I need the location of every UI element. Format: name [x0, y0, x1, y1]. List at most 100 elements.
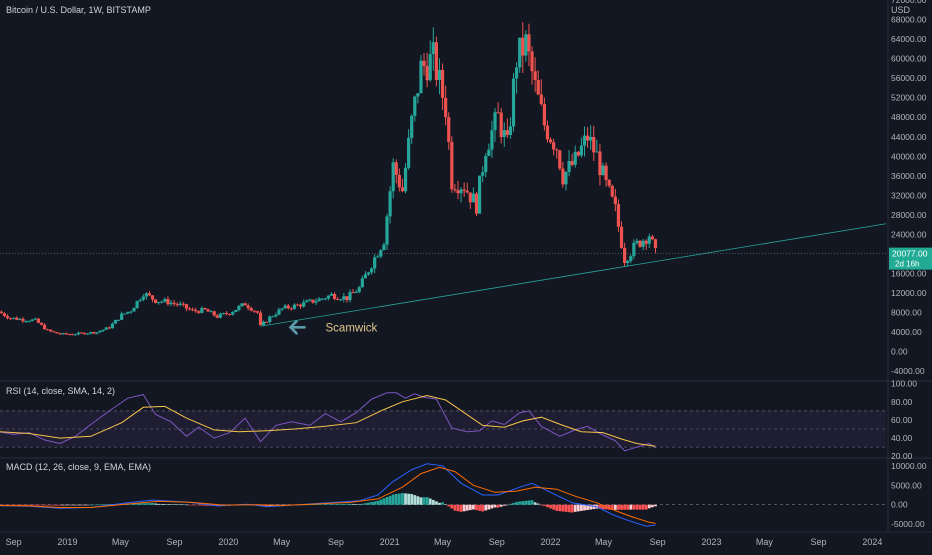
candle-body: [52, 331, 56, 333]
candle-body: [601, 165, 605, 176]
last-price-countdown: 2d 16h: [895, 260, 919, 269]
candle-body: [326, 295, 330, 299]
candle-body: [172, 302, 176, 304]
candle-body: [27, 321, 31, 323]
candle-body: [351, 292, 355, 294]
macd-histogram-bar: [181, 504, 185, 506]
scamwick-annotation: Scamwick: [326, 322, 378, 334]
candle-body: [354, 292, 358, 294]
candle-body: [240, 303, 244, 307]
price-tick-label: 36000.00: [891, 171, 927, 181]
pane-separators: [0, 0, 932, 533]
macd-histogram-bar: [536, 503, 540, 505]
price-tick-label: 48000.00: [891, 112, 927, 122]
macd-histogram-bar: [330, 504, 333, 505]
candle-body: [527, 34, 531, 52]
candle-body: [595, 151, 599, 153]
candle-body: [357, 287, 361, 293]
macd-histogram-bar: [650, 504, 654, 508]
macd-histogram-bar: [95, 504, 99, 506]
price-tick-label: 16000.00: [891, 269, 927, 279]
macd-histogram-bar: [434, 501, 438, 505]
macd-histogram-bar: [586, 504, 589, 511]
rsi-pane[interactable]: [0, 392, 886, 452]
macd-histogram-bar: [546, 504, 549, 508]
rsi-line: [0, 392, 656, 452]
candle-body: [444, 97, 448, 118]
macd-histogram-bar: [323, 504, 327, 505]
time-axis[interactable]: Sep 2019 May Sep 2020 May Sep 2021 May Sep 2022 May…: [6, 537, 883, 547]
macd-histogram-bar: [441, 502, 444, 505]
candle-body: [450, 141, 454, 190]
candle-body: [184, 304, 189, 309]
macd-histogram-bar: [376, 500, 380, 505]
candle-body: [126, 311, 130, 314]
candle-body: [376, 256, 380, 258]
candle-body: [419, 60, 423, 94]
candle-body: [104, 327, 108, 330]
candle-body: [110, 323, 115, 329]
macd-tick-label: 10000.00: [891, 461, 927, 471]
macd-pane[interactable]: [0, 463, 886, 527]
candle-body: [261, 321, 266, 326]
candle-body: [604, 165, 608, 180]
price-pane[interactable]: [0, 22, 658, 336]
candle-body: [215, 315, 219, 318]
candle-body: [391, 162, 395, 192]
macd-histogram-bar: [104, 504, 108, 505]
candle-body: [73, 334, 77, 336]
macd-histogram-bar: [391, 494, 395, 505]
macd-histogram-bar: [425, 497, 429, 505]
candle-body: [623, 247, 627, 263]
macd-histogram-bar: [46, 504, 50, 506]
macd-histogram-bar: [410, 494, 414, 505]
macd-histogram-bar: [558, 504, 562, 512]
candle-body: [366, 272, 371, 275]
macd-histogram-bar: [357, 504, 361, 505]
macd-histogram-bar: [86, 504, 90, 506]
candle-body: [342, 296, 346, 300]
macd-histogram-bar: [320, 504, 324, 505]
macd-histogram-bar: [493, 504, 497, 508]
candle-body: [30, 319, 34, 322]
candle-body: [305, 300, 309, 303]
candle-body: [289, 308, 293, 310]
macd-histogram-bar: [92, 504, 96, 506]
time-tick-label: Sep: [650, 537, 666, 547]
signal-line: [0, 466, 656, 524]
candle-body: [558, 150, 562, 169]
macd-histogram-bar: [166, 504, 170, 505]
candle-body: [567, 161, 571, 172]
candle-body: [228, 313, 232, 315]
candle-body: [561, 168, 565, 185]
macd-histogram-bar: [561, 504, 565, 512]
macd-histogram-bar: [89, 504, 93, 506]
macd-histogram-bar: [580, 504, 583, 511]
candle-body: [456, 190, 460, 194]
arrow-left-icon: [288, 319, 306, 335]
currency-label: USD: [891, 5, 911, 15]
macd-histogram-bar: [487, 504, 491, 510]
candle-body: [394, 162, 398, 175]
candle-body: [268, 316, 272, 322]
candle-body: [101, 329, 105, 332]
candle-body: [61, 333, 65, 335]
macd-histogram-bar: [484, 504, 488, 511]
last-price-tag: [889, 247, 932, 270]
candle-body: [0, 311, 3, 314]
candle-body: [548, 139, 553, 143]
candle-body: [209, 311, 213, 313]
macd-histogram-bar: [601, 504, 605, 510]
time-tick-label: Sep: [811, 537, 827, 547]
time-tick-label: Sep: [6, 537, 22, 547]
macd-histogram-bar: [73, 504, 77, 506]
macd-histogram-bar: [197, 504, 201, 506]
candle-body: [98, 331, 102, 333]
macd-tick-label: 0.00: [891, 500, 908, 510]
macd-histogram-bar: [21, 504, 25, 506]
candle-body: [428, 54, 432, 81]
rsi-sma-line: [0, 394, 656, 447]
